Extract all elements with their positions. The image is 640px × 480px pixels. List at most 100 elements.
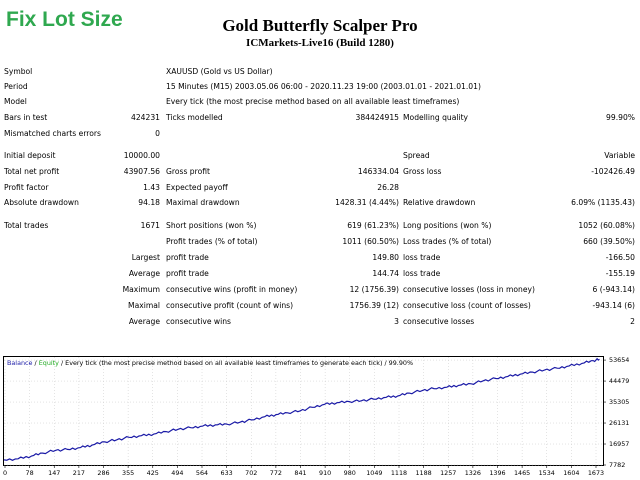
expected-payoff-value: 26.28 <box>377 183 399 192</box>
balance-chart: 53654 44479 35305 26131 16957 7782 0 78 147 217 2… <box>2 356 636 478</box>
net-profit-value: 43907.56 <box>123 167 160 176</box>
balance-line <box>3 357 600 461</box>
average-consecutive-label: Average <box>128 317 160 326</box>
max-consecutive-losses-value: 6 (-943.14) <box>592 285 635 294</box>
profit-factor-value: 1.43 <box>143 183 160 192</box>
report-title: Gold Butterfly Scalper Pro <box>222 16 418 35</box>
x-tick-label: 425 <box>147 469 159 477</box>
balance-chart-svg: 53654 44479 35305 26131 16957 7782 0 78 147 217 2… <box>3 356 629 477</box>
maximal-label: Maximal <box>128 301 160 310</box>
x-tick-label: 1188 <box>415 469 431 477</box>
x-tick-label: 0 <box>3 469 7 477</box>
maximal-consecutive-profit-label: consecutive profit (count of wins) <box>166 301 294 310</box>
y-tick-label: 7782 <box>609 461 625 469</box>
absolute-drawdown-label: Absolute drawdown <box>4 198 79 207</box>
x-tick-label: 1465 <box>514 469 530 477</box>
x-axis: 0 78 147 217 286 355 425 494 564 633 702 772 841 910 9… <box>3 465 604 477</box>
x-tick-label: 147 <box>48 469 60 477</box>
period-label: Period <box>4 82 28 91</box>
x-tick-label: 1534 <box>539 469 555 477</box>
maximal-consecutive-loss-value: -943.14 (6) <box>592 301 635 310</box>
x-tick-label: 286 <box>97 469 109 477</box>
short-positions-label: Short positions (won %) <box>166 221 257 230</box>
symbol-value: XAUUSD (Gold vs US Dollar) <box>166 67 273 76</box>
legend-balance: Balance <box>7 359 33 367</box>
x-tick-label: 78 <box>26 469 34 477</box>
x-tick-label: 494 <box>171 469 183 477</box>
total-trades-value: 1671 <box>140 221 160 230</box>
fix-lot-size-badge: Fix Lot Size <box>6 8 123 31</box>
gross-profit-label: Gross profit <box>166 167 210 176</box>
legend-model: Every tick (the most precise method base… <box>65 359 382 367</box>
chart-legend: Balance / Equity / Every tick (the most … <box>7 359 413 367</box>
profit-factor-label: Profit factor <box>4 183 49 192</box>
absolute-drawdown-value: 94.18 <box>138 198 160 207</box>
report-subtitle: ICMarkets-Live16 (Build 1280) <box>246 37 394 49</box>
average-profit-label: profit trade <box>166 269 209 278</box>
x-tick-label: 633 <box>221 469 233 477</box>
average-label: Average <box>128 269 160 278</box>
largest-profit-value: 149.80 <box>372 253 399 262</box>
average-loss-label: loss trade <box>403 269 441 278</box>
relative-drawdown-label: Relative drawdown <box>403 198 476 207</box>
average-consecutive-wins-label: consecutive wins <box>166 317 232 326</box>
model-label: Model <box>4 97 27 106</box>
x-tick-label: 910 <box>319 469 331 477</box>
y-tick-label: 53654 <box>609 356 629 364</box>
x-tick-label: 1604 <box>563 469 579 477</box>
long-positions-label: Long positions (won %) <box>403 221 492 230</box>
long-positions-value: 1052 (60.08%) <box>578 221 635 230</box>
loss-trades-label: Loss trades (% of total) <box>403 237 492 246</box>
period-value: 15 Minutes (M15) 2003.05.06 06:00 - 2020… <box>166 82 481 91</box>
x-tick-label: 772 <box>270 469 282 477</box>
bars-label: Bars in test <box>4 113 48 122</box>
bars-value: 424231 <box>131 113 160 122</box>
total-trades-label: Total trades <box>4 221 49 230</box>
short-positions-value: 619 (61.23%) <box>347 221 399 230</box>
quality-value: 99.90% <box>606 113 635 122</box>
maximal-consecutive-loss-label: consecutive loss (count of losses) <box>403 301 531 310</box>
series-lines <box>3 357 600 461</box>
average-consecutive-losses-label: consecutive losses <box>403 317 475 326</box>
x-tick-label: 1326 <box>465 469 481 477</box>
spread-value: Variable <box>604 151 635 160</box>
largest-loss-value: -166.50 <box>605 253 635 262</box>
relative-drawdown-value: 6.09% (1135.43) <box>571 198 635 207</box>
max-consecutive-wins-label: consecutive wins (profit in money) <box>166 285 298 294</box>
expected-payoff-label: Expected payoff <box>166 183 228 192</box>
y-tick-label: 44479 <box>609 377 629 385</box>
symbol-label: Symbol <box>4 67 33 76</box>
spread-label: Spread <box>403 151 430 160</box>
quality-label: Modelling quality <box>403 113 469 122</box>
x-tick-label: 355 <box>122 469 134 477</box>
maximum-label: Maximum <box>122 285 160 294</box>
grid-lines <box>4 357 603 466</box>
maximal-drawdown-value: 1428.31 (4.44%) <box>335 198 399 207</box>
x-tick-label: 841 <box>294 469 306 477</box>
average-profit-value: 144.74 <box>372 269 399 278</box>
x-tick-label: 980 <box>344 469 356 477</box>
y-axis: 53654 44479 35305 26131 16957 7782 <box>603 356 629 469</box>
profit-trades-label: Profit trades (% of total) <box>166 237 258 246</box>
y-tick-label: 26131 <box>609 419 629 427</box>
largest-label: Largest <box>131 253 160 262</box>
deposit-label: Initial deposit <box>4 151 56 160</box>
x-tick-label: 1049 <box>366 469 382 477</box>
model-value: Every tick (the most precise method base… <box>166 97 460 106</box>
legend-equity: Equity <box>39 359 59 367</box>
largest-loss-label: loss trade <box>403 253 441 262</box>
x-tick-label: 564 <box>196 469 208 477</box>
gross-loss-label: Gross loss <box>403 167 442 176</box>
maximal-drawdown-label: Maximal drawdown <box>166 198 240 207</box>
legend-quality: 99.90% <box>389 359 413 367</box>
net-profit-label: Total net profit <box>4 167 60 176</box>
average-loss-value: -155.19 <box>605 269 635 278</box>
average-consecutive-losses-value: 2 <box>630 317 635 326</box>
mismatch-value: 0 <box>155 129 160 138</box>
plot-area <box>3 356 604 466</box>
profit-trades-value: 1011 (60.50%) <box>342 237 399 246</box>
max-consecutive-wins-value: 12 (1756.39) <box>349 285 399 294</box>
x-tick-label: 217 <box>73 469 85 477</box>
y-tick-label: 16957 <box>609 440 629 448</box>
loss-trades-value: 660 (39.50%) <box>583 237 635 246</box>
